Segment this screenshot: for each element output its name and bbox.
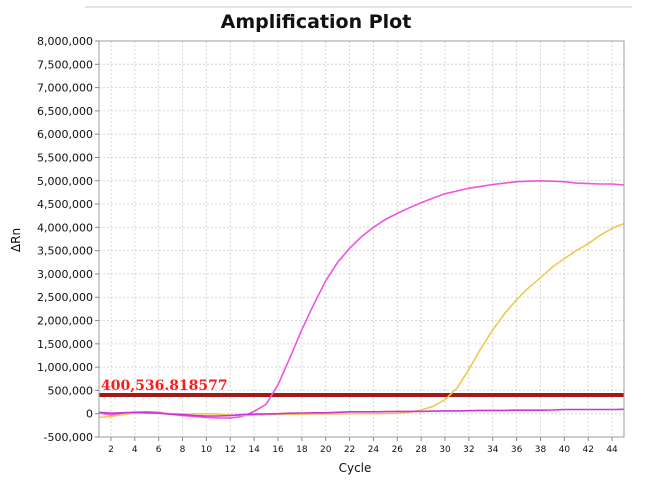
y-tick-label: 7,000,000 xyxy=(37,82,93,95)
series-line-3 xyxy=(98,408,625,417)
y-tick-label: 2,500,000 xyxy=(37,291,93,304)
y-tick-label: 5,000,000 xyxy=(37,175,93,188)
y-tick-label: -500,000 xyxy=(44,431,93,444)
x-tick-label: 36 xyxy=(511,445,523,455)
x-tick-label: 30 xyxy=(439,445,451,455)
chart-title: Amplification Plot xyxy=(221,11,412,33)
threshold-label: 400,536.818577 xyxy=(101,378,228,394)
y-axis-ticks: -500,000 0 500,000 1,000,000 1,500,000 2,000,… xyxy=(37,35,99,444)
y-tick-label: 3,500,000 xyxy=(37,245,93,258)
x-tick-label: 6 xyxy=(156,445,162,455)
x-tick-label: 16 xyxy=(272,445,284,455)
x-tick-label: 22 xyxy=(344,445,355,455)
x-tick-label: 2 xyxy=(108,445,114,455)
y-tick-label: 2,000,000 xyxy=(37,315,93,328)
y-tick-label: 3,000,000 xyxy=(37,268,93,281)
x-tick-label: 28 xyxy=(415,445,427,455)
x-tick-label: 14 xyxy=(248,445,260,455)
x-tick-label: 20 xyxy=(320,445,332,455)
y-tick-label: 1,500,000 xyxy=(37,338,93,351)
x-tick-label: 24 xyxy=(368,445,380,455)
series-line-1 xyxy=(98,180,625,419)
plot-area xyxy=(98,40,625,438)
x-tick-label: 8 xyxy=(180,445,186,455)
y-tick-label: 500,000 xyxy=(48,384,94,397)
x-tick-label: 44 xyxy=(606,445,618,455)
threshold-group: 400,536.818577 xyxy=(99,378,624,398)
x-axis-label: Cycle xyxy=(339,461,372,475)
x-axis-ticks: 2 4 6 8 10 12 14 16 18 20 22 24 26 28 30 32 34 36 38 40 42 44 xyxy=(108,437,618,455)
x-tick-label: 32 xyxy=(463,445,474,455)
y-tick-label: 6,000,000 xyxy=(37,128,93,141)
y-tick-label: 0 xyxy=(86,408,93,421)
y-axis-label: ΔRn xyxy=(9,228,23,252)
x-tick-label: 42 xyxy=(582,445,593,455)
grid xyxy=(99,40,624,438)
y-tick-label: 6,500,000 xyxy=(37,105,93,118)
x-tick-label: 26 xyxy=(392,445,404,455)
series-line-2 xyxy=(98,222,625,419)
y-tick-label: 4,000,000 xyxy=(37,221,93,234)
y-tick-label: 4,500,000 xyxy=(37,198,93,211)
x-tick-label: 4 xyxy=(132,445,138,455)
x-tick-label: 38 xyxy=(535,445,547,455)
series-group xyxy=(98,180,625,419)
y-tick-label: 1,000,000 xyxy=(37,361,93,374)
y-tick-label: 7,500,000 xyxy=(37,58,93,71)
y-tick-label: 8,000,000 xyxy=(37,35,93,48)
y-tick-label: 5,500,000 xyxy=(37,151,93,164)
x-tick-label: 12 xyxy=(225,445,236,455)
x-tick-label: 34 xyxy=(487,445,499,455)
x-tick-label: 40 xyxy=(559,445,571,455)
x-tick-label: 10 xyxy=(201,445,213,455)
x-tick-label: 18 xyxy=(296,445,308,455)
